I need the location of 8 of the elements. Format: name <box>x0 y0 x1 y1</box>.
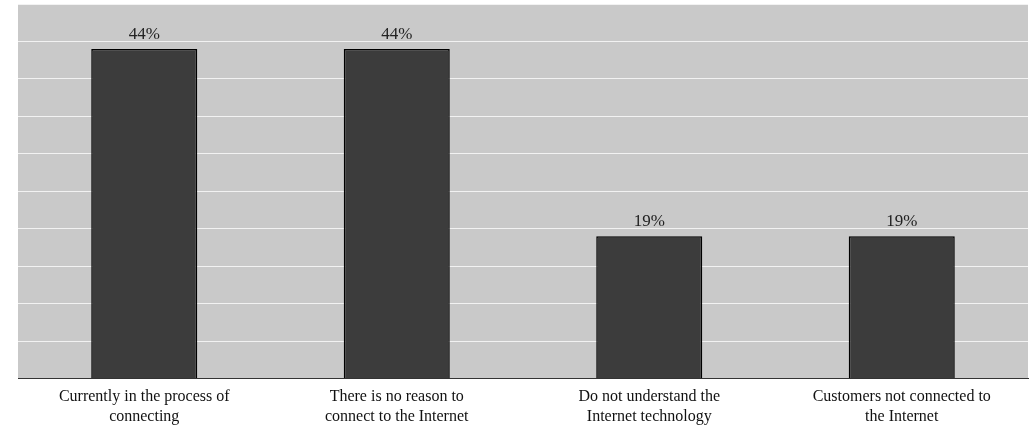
x-tick-label: There is no reason to connect to the Internet <box>325 387 470 424</box>
x-tick-label: Currently in the process of connecting <box>58 387 231 425</box>
data-label: 44% <box>128 23 160 43</box>
data-label: 19% <box>633 211 665 231</box>
x-tick-label: Customers not connected to the Internet <box>812 387 991 424</box>
data-label: 44% <box>381 23 413 43</box>
data-label: 19% <box>886 211 918 231</box>
x-tick-label: Do not understand the Internet technology <box>578 387 721 425</box>
